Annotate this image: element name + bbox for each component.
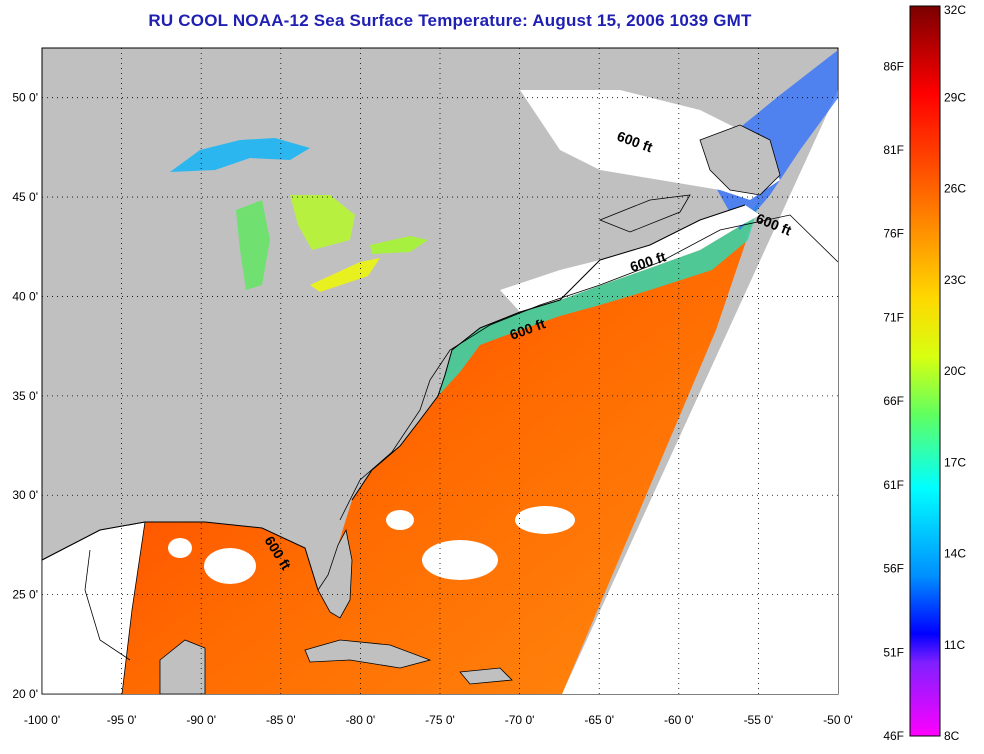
longitude-tick-label: -70 0' [505,713,535,727]
colorbar-fahrenheit-label: 61F [883,478,904,492]
cloud-patch [422,540,498,580]
yucatan [159,639,206,695]
colorbar-fahrenheit-labels: 86F 81F 76F 71F 66F 61F 56F 51F 46F [883,59,904,743]
florida-peninsula [317,528,353,619]
longitude-tick-label: -50 0' [823,713,853,727]
latitude-tick-label: 30 0' [12,488,38,502]
colorbar-celsius-label: 29C [944,90,966,104]
colorbar-celsius-label: 8C [944,729,960,743]
colorbar [909,5,941,737]
depth-contour-600ft [84,214,839,661]
latitude-tick-label: 25 0' [12,588,38,602]
colorbar-celsius-label: 20C [944,364,966,378]
lake-erie [310,258,380,292]
cuba [304,639,432,669]
hispaniola [459,667,513,685]
gulf-coastline [41,521,319,591]
colorbar-fahrenheit-label: 76F [883,227,904,241]
colorbar-fahrenheit-label: 86F [883,59,904,73]
colorbar-fahrenheit-label: 51F [883,645,904,659]
longitude-tick-label: -85 0' [266,713,296,727]
lake-superior [170,138,310,172]
colorbar-fahrenheit-label: 56F [883,562,904,576]
longitude-tick-label: -100 0' [24,713,60,727]
nova-scotia [598,194,691,233]
longitude-tick-label: -90 0' [186,713,216,727]
lake-ontario [370,236,428,254]
colorbar-celsius-label: 11C [944,638,965,652]
latitude-tick-label: 40 0' [12,289,38,303]
longitude-tick-label: -60 0' [664,713,694,727]
cloud-patch [204,548,256,584]
colorbar-fahrenheit-label: 71F [883,310,904,324]
colorbar-celsius-label: 23C [944,273,966,287]
longitude-tick-label: -95 0' [107,713,137,727]
colorbar-celsius-label: 26C [944,182,966,196]
colorbar-fahrenheit-label: 81F [883,143,904,157]
colorbar-celsius-label: 14C [944,547,966,561]
sst-ocean-field [122,200,760,694]
longitude-tick-label: -75 0' [425,713,455,727]
newfoundland [699,124,781,196]
longitude-tick-label: -80 0' [346,713,376,727]
coastal-no-data [500,205,760,312]
colorbar-celsius-label: 32C [944,3,966,17]
latitude-tick-label: 45 0' [12,190,38,204]
colorbar-celsius-labels: 32C 29C 26C 23C 20C 17C 14C 11C 8C [944,3,966,743]
latitude-tick-label: 50 0' [12,91,38,105]
cloud-patch [386,510,414,530]
no-data-swath [562,48,838,694]
east-coast-coastline [351,204,746,501]
longitude-tick-label: -65 0' [584,713,614,727]
colorbar-fahrenheit-label: 66F [883,394,904,408]
map-title: RU COOL NOAA-12 Sea Surface Temperature:… [148,11,752,30]
latitude-tick-label: 20 0' [12,687,38,701]
lake-michigan [236,200,270,290]
latitude-axis: 50 0' 45 0' 40 0' 35 0' 30 0' 25 0' 20 0' [12,91,38,701]
cloud-patch [515,506,575,534]
colorbar-fahrenheit-label: 46F [883,729,904,743]
colorbar-celsius-label: 17C [944,455,966,469]
longitude-tick-label: -55 0' [744,713,774,727]
cloud-patch [168,538,192,558]
longitude-axis: -100 0' -95 0' -90 0' -85 0' -80 0' -75 0' -70… [24,713,853,727]
latitude-tick-label: 35 0' [12,389,38,403]
lake-huron [290,195,355,250]
